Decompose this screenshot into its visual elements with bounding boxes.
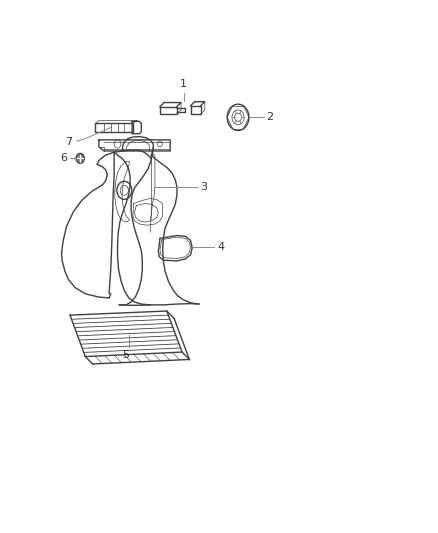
Text: 5: 5: [122, 350, 129, 360]
Text: 6: 6: [60, 154, 67, 163]
Text: 1: 1: [180, 79, 187, 90]
Text: 3: 3: [200, 182, 207, 192]
Text: 7: 7: [64, 137, 72, 147]
Text: 4: 4: [217, 241, 224, 252]
Circle shape: [76, 154, 84, 163]
Text: 2: 2: [266, 112, 273, 122]
